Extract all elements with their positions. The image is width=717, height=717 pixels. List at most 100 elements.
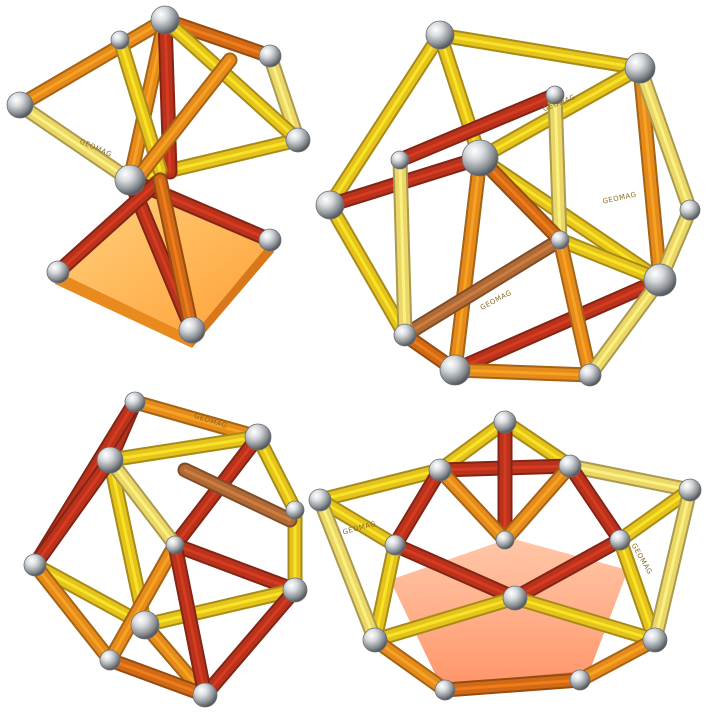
steel-ball xyxy=(96,446,124,474)
rod xyxy=(432,462,513,548)
rod xyxy=(167,537,303,598)
rod xyxy=(167,537,213,703)
steel-ball xyxy=(679,199,701,221)
steel-ball xyxy=(362,627,388,653)
rod xyxy=(367,537,403,648)
steel-ball xyxy=(110,30,130,50)
steel-ball xyxy=(282,577,308,603)
rod xyxy=(132,52,238,183)
rod xyxy=(387,537,523,606)
rod xyxy=(447,272,668,378)
steel-ball xyxy=(643,263,677,297)
steel-ball xyxy=(624,52,656,84)
rod xyxy=(507,532,628,606)
rod xyxy=(322,197,413,343)
steel-ball xyxy=(23,553,47,577)
steel-ball xyxy=(502,585,528,611)
steel-ball xyxy=(165,535,185,555)
steel-ball xyxy=(285,127,311,153)
steel-ball xyxy=(569,669,591,691)
rod xyxy=(27,557,118,668)
steel-ball xyxy=(384,534,406,556)
rod xyxy=(322,27,448,213)
rod xyxy=(157,12,306,148)
steel-ball xyxy=(114,164,146,196)
steel-ball xyxy=(285,500,305,520)
rod xyxy=(250,429,303,518)
rod xyxy=(572,632,663,688)
rod xyxy=(562,458,628,548)
steel-ball xyxy=(308,488,332,512)
rod xyxy=(392,152,413,343)
rod xyxy=(562,458,698,498)
rod xyxy=(397,232,568,343)
rod xyxy=(447,362,598,383)
rod xyxy=(612,482,698,548)
steel-ball xyxy=(428,458,452,482)
rod xyxy=(12,12,173,113)
rod xyxy=(552,232,668,288)
rod xyxy=(102,537,183,668)
steel-ball xyxy=(192,682,218,708)
steel-ball xyxy=(493,410,517,434)
steel-ball xyxy=(495,530,515,550)
rod xyxy=(507,590,663,648)
steel-ball xyxy=(130,610,160,640)
steel-ball xyxy=(558,454,582,478)
steel-ball xyxy=(46,260,70,284)
steel-ball xyxy=(390,150,410,170)
rod xyxy=(432,27,488,166)
steel-ball xyxy=(178,316,206,344)
rod xyxy=(612,532,663,648)
rod xyxy=(102,452,183,553)
steel-ball xyxy=(578,363,602,387)
rod xyxy=(497,414,578,474)
rod xyxy=(447,150,488,378)
rod xyxy=(312,462,448,508)
rod xyxy=(387,462,448,553)
rod xyxy=(432,27,648,76)
rod xyxy=(472,150,568,248)
steel-ball xyxy=(609,529,631,551)
rod xyxy=(552,232,598,383)
steel-ball xyxy=(439,354,471,386)
steel-ball xyxy=(124,391,146,413)
rod xyxy=(547,87,568,248)
ball-layer xyxy=(6,5,702,708)
steel-ball xyxy=(642,627,668,653)
rod xyxy=(102,652,213,703)
rod xyxy=(137,582,303,633)
steel-ball xyxy=(315,190,345,220)
rod xyxy=(432,414,513,478)
rod xyxy=(367,590,523,648)
steel-ball xyxy=(393,323,417,347)
steel-ball xyxy=(550,230,570,250)
steel-ball xyxy=(99,649,121,671)
rod xyxy=(152,172,200,338)
rod xyxy=(367,632,453,698)
rod xyxy=(312,492,383,648)
rod xyxy=(12,97,138,188)
steel-ball xyxy=(150,5,180,35)
steel-ball xyxy=(244,423,272,451)
steel-ball xyxy=(425,20,455,50)
rod xyxy=(312,492,403,553)
steel-ball xyxy=(678,478,702,502)
rod xyxy=(127,394,266,445)
rod xyxy=(27,557,153,633)
rod xyxy=(392,87,563,168)
rod xyxy=(102,429,266,468)
rod xyxy=(632,60,698,218)
steel-ball xyxy=(258,228,282,252)
steel-ball xyxy=(434,679,456,701)
rod xyxy=(27,452,118,573)
rod xyxy=(177,462,298,528)
rod xyxy=(497,458,578,548)
steel-ball xyxy=(545,85,565,105)
steel-ball xyxy=(461,139,499,177)
rod xyxy=(632,60,668,288)
rod xyxy=(50,172,168,280)
rod xyxy=(197,582,303,703)
rod xyxy=(582,272,668,383)
